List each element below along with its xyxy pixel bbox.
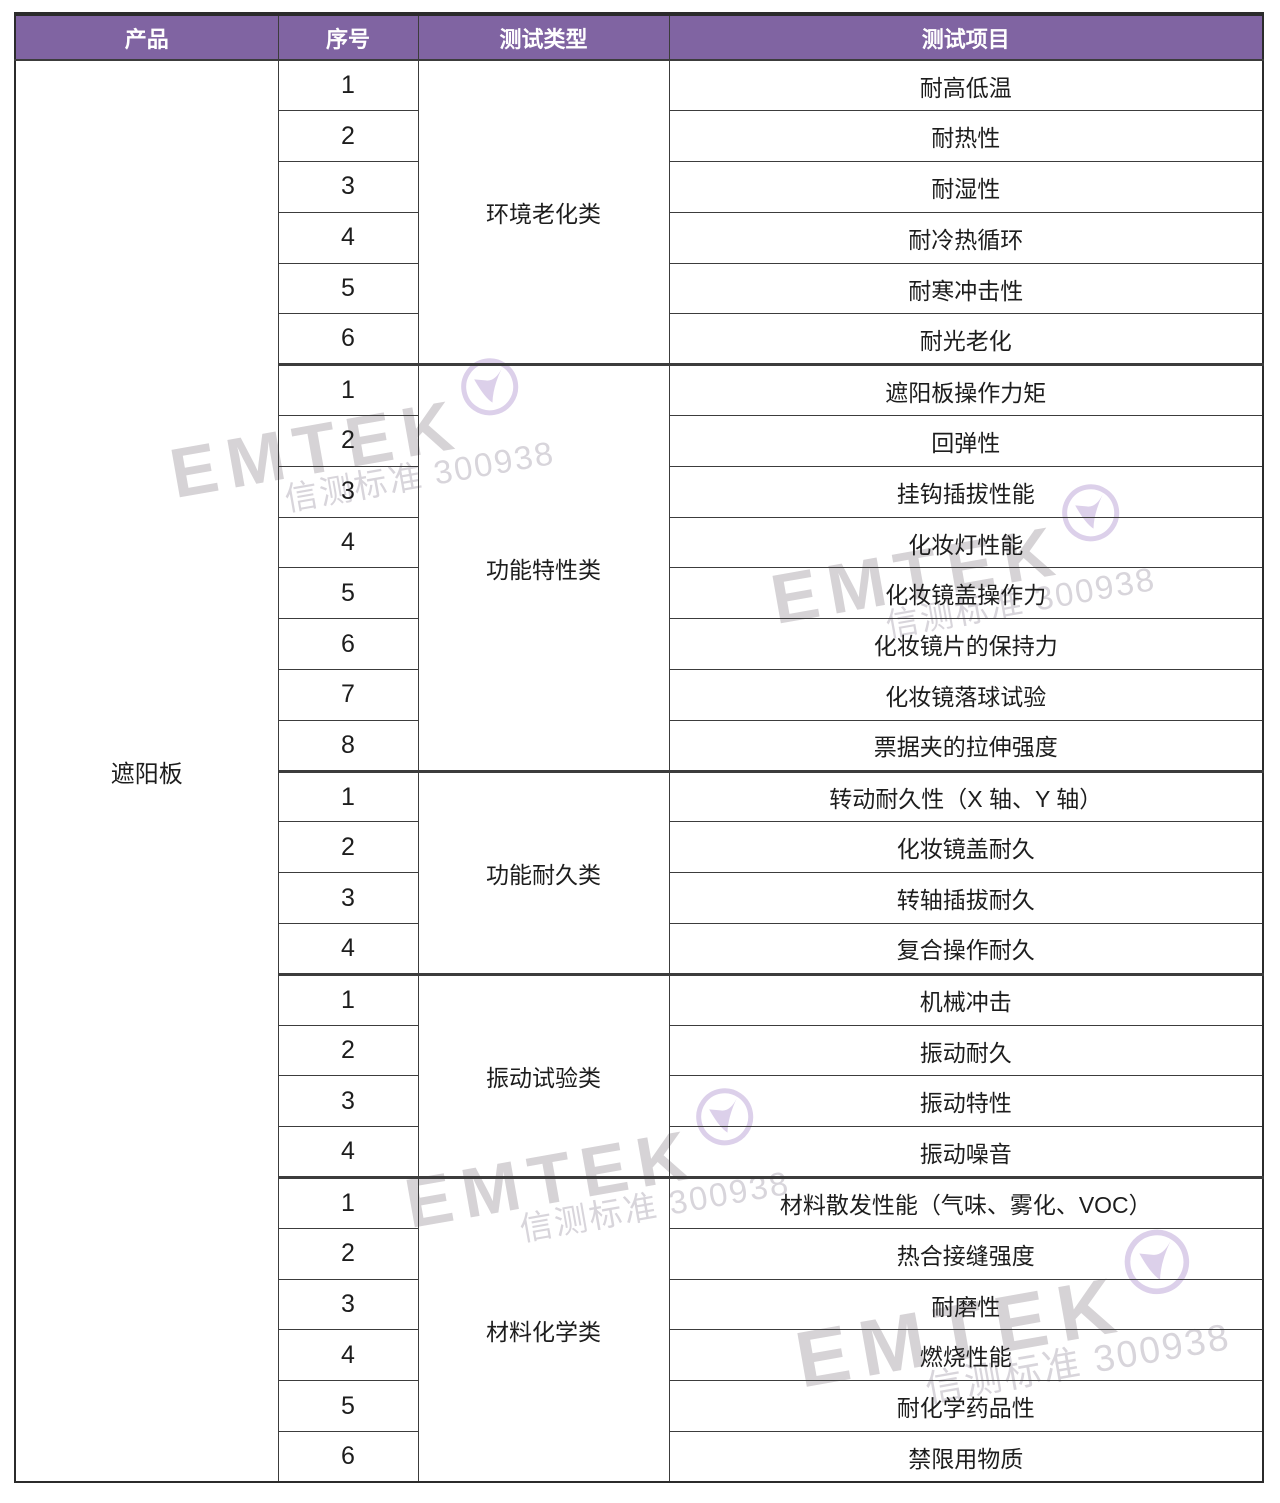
test-item-cell: 回弹性 <box>668 415 1264 467</box>
serial-cell: 8 <box>277 719 419 772</box>
serial-cell: 4 <box>277 923 419 975</box>
header-test-type: 测试类型 <box>417 13 670 61</box>
test-type-cell: 功能耐久类 <box>417 769 670 975</box>
serial-cell: 3 <box>277 872 419 925</box>
test-item-cell: 机械冲击 <box>668 972 1264 1026</box>
test-item-cell: 振动特性 <box>668 1075 1264 1128</box>
serial-cell: 2 <box>277 415 419 467</box>
test-item-cell: 耐高低温 <box>668 59 1264 112</box>
serial-cell: 2 <box>277 1024 419 1077</box>
table-row: 4 燃烧性能 <box>15 1329 1264 1382</box>
table-row: 5 耐化学药品性 <box>15 1380 1264 1433</box>
test-type-cell: 环境老化类 <box>417 59 670 366</box>
test-item-cell: 耐冷热循环 <box>668 211 1264 264</box>
serial-cell: 1 <box>277 972 419 1026</box>
serial-cell: 1 <box>277 363 419 417</box>
product-cell: 遮阳板 <box>14 59 279 1483</box>
serial-cell: 4 <box>277 1329 419 1382</box>
serial-cell: 5 <box>277 567 419 620</box>
table-row: 遮阳板 1 环境老化类 耐高低温 <box>14 59 1264 1483</box>
table-row: 3 耐磨性 <box>15 1278 1264 1331</box>
header-product: 产品 <box>14 13 279 61</box>
test-item-cell: 化妆镜盖操作力 <box>668 567 1264 620</box>
header-test-item: 测试项目 <box>668 13 1264 61</box>
test-item-cell: 材料散发性能（气味、雾化、VOC） <box>668 1176 1264 1229</box>
table-row: 4 复合操作耐久 <box>15 923 1264 975</box>
test-item-cell: 耐寒冲击性 <box>668 262 1264 315</box>
test-item-cell: 耐热性 <box>668 110 1264 163</box>
serial-cell: 3 <box>277 1075 419 1128</box>
table-row: 4 化妆灯性能 <box>15 516 1264 569</box>
table-row: 1 功能耐久类 转动耐久性（X 轴、Y 轴） <box>15 769 1264 975</box>
serial-cell: 3 <box>277 465 419 518</box>
test-item-cell: 票据夹的拉伸强度 <box>668 719 1264 772</box>
table-row: 3 转轴插拔耐久 <box>15 872 1264 925</box>
test-item-cell: 振动耐久 <box>668 1024 1264 1077</box>
table-row: 1 功能特性类 遮阳板操作力矩 <box>15 363 1264 772</box>
test-item-cell: 耐化学药品性 <box>668 1380 1264 1433</box>
test-item-cell: 化妆镜落球试验 <box>668 669 1264 721</box>
test-item-cell: 化妆灯性能 <box>668 516 1264 569</box>
test-item-cell: 挂钩插拔性能 <box>668 465 1264 518</box>
test-items-table: 产品 序号 测试类型 测试项目 遮阳板 1 环境老化类 耐高低温 2 耐热性 3 耐湿性 4 耐冷… <box>14 12 1264 1484</box>
serial-cell: 6 <box>277 1431 419 1483</box>
table-body: 遮阳板 1 环境老化类 耐高低温 2 耐热性 3 耐湿性 4 耐冷热循环 5 耐寒冲击性 6 耐光老化 1 功… <box>14 59 1264 1483</box>
test-item-cell: 复合操作耐久 <box>668 923 1264 975</box>
serial-cell: 6 <box>277 618 419 671</box>
serial-cell: 2 <box>277 821 419 874</box>
serial-cell: 4 <box>277 211 419 264</box>
serial-cell: 4 <box>277 1126 419 1179</box>
serial-cell: 4 <box>277 516 419 569</box>
table-row: 2 振动耐久 <box>15 1024 1264 1077</box>
header-row: 产品 序号 测试类型 测试项目 <box>14 13 1264 61</box>
test-type-cell: 功能特性类 <box>417 363 670 772</box>
serial-cell: 1 <box>277 1176 419 1229</box>
test-item-cell: 耐湿性 <box>668 161 1264 213</box>
table-row: 5 耐寒冲击性 <box>15 262 1264 315</box>
serial-cell: 7 <box>277 669 419 721</box>
table-row: 1 材料化学类 材料散发性能（气味、雾化、VOC） <box>15 1176 1264 1483</box>
test-item-cell: 化妆镜片的保持力 <box>668 618 1264 671</box>
table-row: 3 挂钩插拔性能 <box>15 465 1264 518</box>
serial-cell: 6 <box>277 313 419 366</box>
test-item-cell: 遮阳板操作力矩 <box>668 363 1264 417</box>
test-item-cell: 振动噪音 <box>668 1126 1264 1179</box>
test-type-cell: 材料化学类 <box>417 1176 670 1483</box>
table-row: 4 耐冷热循环 <box>15 211 1264 264</box>
table-row: 3 耐湿性 <box>15 161 1264 213</box>
serial-cell: 3 <box>277 161 419 213</box>
serial-cell: 1 <box>277 769 419 823</box>
serial-cell: 2 <box>277 110 419 163</box>
test-item-cell: 转动耐久性（X 轴、Y 轴） <box>668 769 1264 823</box>
header-serial: 序号 <box>277 13 419 61</box>
serial-cell: 5 <box>277 262 419 315</box>
test-item-cell: 化妆镜盖耐久 <box>668 821 1264 874</box>
table-row: 1 振动试验类 机械冲击 <box>15 972 1264 1179</box>
serial-cell: 5 <box>277 1380 419 1433</box>
table-row: 6 耐光老化 <box>15 313 1264 366</box>
test-item-cell: 转轴插拔耐久 <box>668 872 1264 925</box>
serial-cell: 2 <box>277 1227 419 1280</box>
table-row: 7 化妆镜落球试验 <box>15 669 1264 721</box>
test-item-cell: 禁限用物质 <box>668 1431 1264 1483</box>
test-type-cell: 振动试验类 <box>417 972 670 1179</box>
serial-cell: 1 <box>277 59 419 112</box>
test-item-cell: 耐磨性 <box>668 1278 1264 1331</box>
test-item-cell: 热合接缝强度 <box>668 1227 1264 1280</box>
table-row: 6 化妆镜片的保持力 <box>15 618 1264 671</box>
test-item-cell: 燃烧性能 <box>668 1329 1264 1382</box>
test-item-cell: 耐光老化 <box>668 313 1264 366</box>
table-row: 6 禁限用物质 <box>15 1431 1264 1483</box>
serial-cell: 3 <box>277 1278 419 1331</box>
table-row: 8 票据夹的拉伸强度 <box>15 719 1264 772</box>
